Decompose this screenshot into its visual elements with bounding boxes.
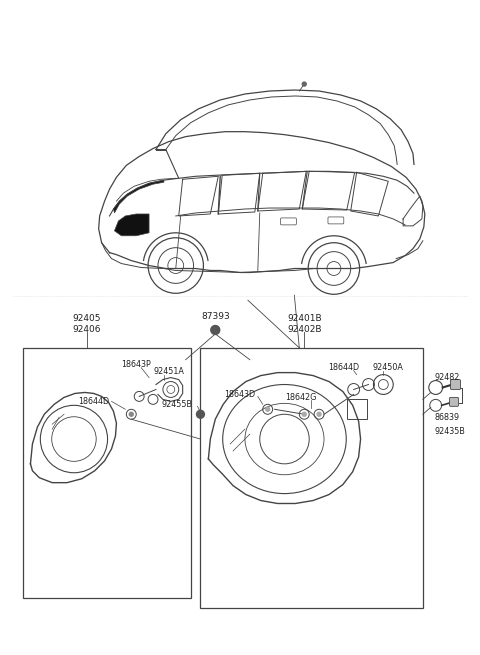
Circle shape xyxy=(302,412,306,416)
Circle shape xyxy=(266,407,270,411)
Text: 18643D: 18643D xyxy=(224,390,255,399)
Text: 92405: 92405 xyxy=(72,314,101,322)
Text: 18644D: 18644D xyxy=(328,363,360,372)
Text: 92455B: 92455B xyxy=(162,400,192,409)
Polygon shape xyxy=(114,214,149,236)
FancyBboxPatch shape xyxy=(450,398,458,406)
Text: 92406: 92406 xyxy=(72,326,101,335)
Circle shape xyxy=(302,82,306,86)
Circle shape xyxy=(317,412,321,416)
Text: 86839: 86839 xyxy=(435,413,460,422)
Circle shape xyxy=(196,410,204,419)
Text: 92450A: 92450A xyxy=(373,363,404,372)
Circle shape xyxy=(211,326,220,335)
Text: 92401B: 92401B xyxy=(287,314,322,322)
Text: 92402B: 92402B xyxy=(287,326,322,335)
Text: 87393: 87393 xyxy=(201,312,229,320)
Bar xyxy=(201,348,423,608)
FancyBboxPatch shape xyxy=(451,379,460,390)
Text: 18643P: 18643P xyxy=(121,360,151,369)
Text: 92451A: 92451A xyxy=(154,367,184,376)
Bar xyxy=(347,400,367,419)
Circle shape xyxy=(129,412,133,416)
Text: 18644D: 18644D xyxy=(78,397,109,406)
Text: 92482: 92482 xyxy=(435,373,460,382)
Polygon shape xyxy=(113,180,164,213)
Text: 92435B: 92435B xyxy=(435,426,466,436)
Circle shape xyxy=(211,326,219,334)
Bar xyxy=(23,348,191,598)
Text: 18642G: 18642G xyxy=(286,393,317,402)
